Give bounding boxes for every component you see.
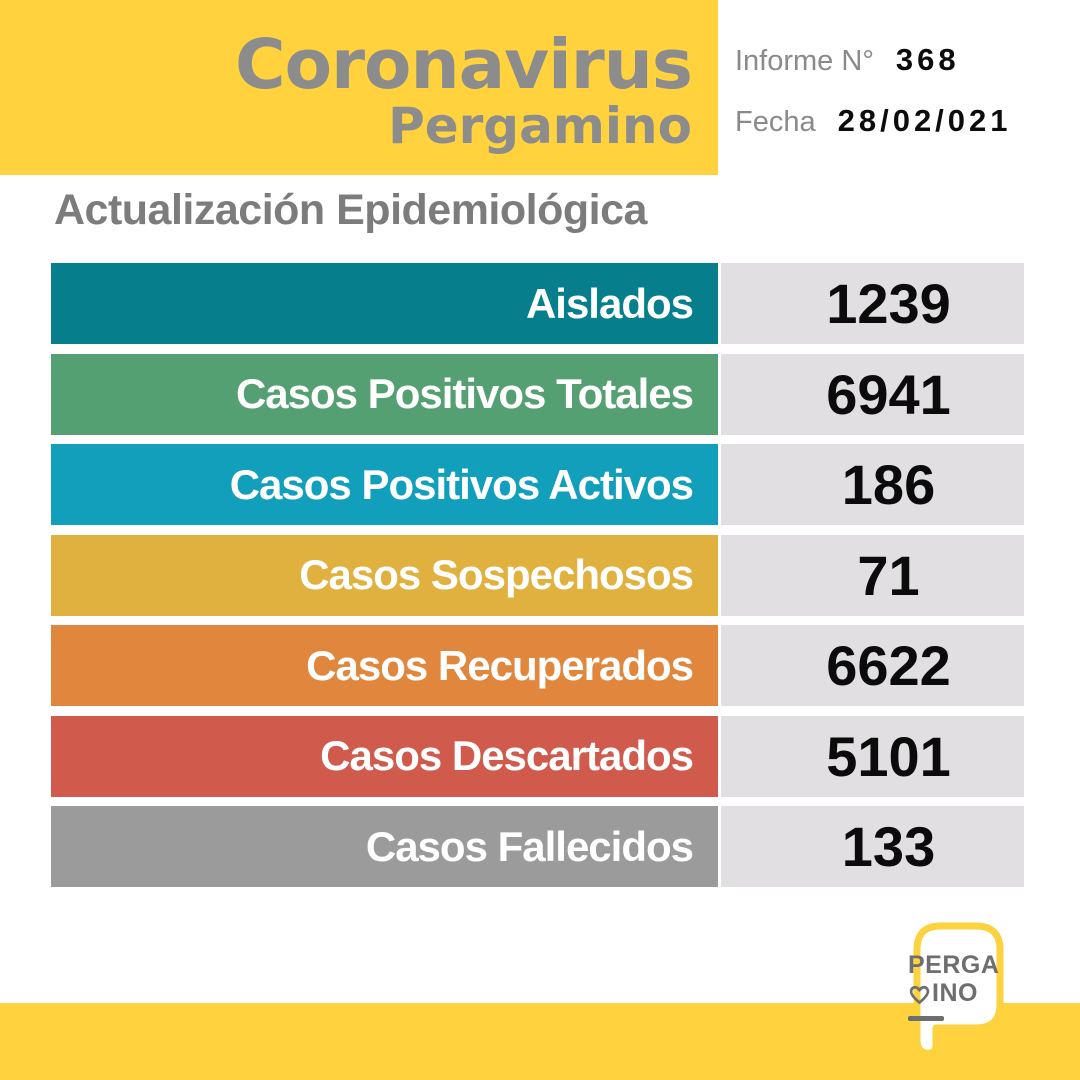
- stat-value: 5101: [721, 715, 1024, 797]
- stat-label: Casos Fallecidos: [51, 806, 718, 887]
- stat-value: 1239: [721, 263, 1024, 344]
- logo-line-2-text: INO: [932, 978, 978, 1007]
- page-title-city: Pergamino: [388, 96, 692, 155]
- logo-line-2: INO: [908, 978, 999, 1008]
- logo-line-1: PERGA: [908, 951, 1000, 979]
- section-title: Actualización Epidemiológica: [54, 186, 647, 234]
- page-title: Coronavirus: [234, 25, 693, 106]
- stat-label: Casos Sospechosos: [51, 534, 718, 616]
- stat-label: Casos Positivos Totales: [51, 353, 718, 435]
- logo-text: PERGA INO: [908, 951, 1000, 1021]
- stat-row: Casos Sospechosos 71: [51, 534, 1024, 616]
- stats-table: Aislados 1239 Casos Positivos Totales 6941 C…: [51, 263, 1024, 887]
- date-value: 28/02/021: [837, 103, 1012, 138]
- stat-row: Casos Fallecidos 133: [51, 806, 1024, 887]
- footer-band: [0, 1003, 1080, 1080]
- date-label: Fecha: [735, 106, 816, 138]
- stat-value: 71: [721, 534, 1024, 616]
- stat-label: Aislados: [51, 263, 718, 344]
- pergamino-logo: PERGA INO: [884, 918, 1008, 1066]
- report-number-row: Informe N° 368: [735, 42, 1012, 78]
- logo-underline: [908, 1016, 944, 1021]
- stat-row: Casos Positivos Activos 186: [51, 444, 1024, 525]
- stat-value: 133: [721, 806, 1024, 887]
- stat-value: 6941: [721, 353, 1024, 435]
- speech-bubble-icon: [913, 922, 1004, 1057]
- report-label: Informe N°: [735, 45, 874, 77]
- stat-row: Casos Descartados 5101: [51, 715, 1024, 797]
- report-date-row: Fecha 28/02/021: [735, 103, 1012, 139]
- stat-row: Aislados 1239: [51, 263, 1024, 344]
- stat-label: Casos Recuperados: [51, 625, 718, 706]
- header-banner: Coronavirus Pergamino: [0, 0, 718, 175]
- stat-value: 6622: [721, 625, 1024, 706]
- stat-row: Casos Recuperados 6622: [51, 625, 1024, 706]
- report-meta: Informe N° 368 Fecha 28/02/021: [735, 42, 1012, 139]
- heart-icon: [909, 985, 930, 1004]
- stat-label: Casos Descartados: [51, 715, 718, 797]
- report-number: 368: [895, 42, 960, 77]
- stat-row: Casos Positivos Totales 6941: [51, 353, 1024, 435]
- stat-value: 186: [721, 444, 1024, 525]
- stat-label: Casos Positivos Activos: [51, 444, 718, 525]
